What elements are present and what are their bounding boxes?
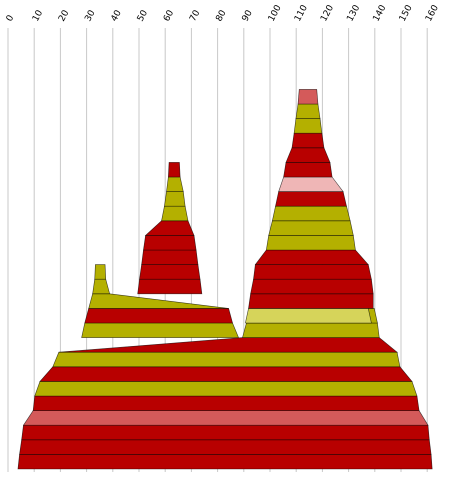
area-layer-red [19,439,432,455]
area-layer-red [283,162,333,178]
layers [17,89,433,470]
area-layer-red [285,147,331,163]
area-layer-light_olive [245,308,372,324]
area-layer-red [17,454,433,470]
area-layer-olive [92,278,111,295]
area-layer-red [39,366,413,382]
area-layer-olive [34,381,418,397]
area-layer-red [143,235,197,251]
area-layer-olive [161,205,189,222]
area-layer-red [248,293,374,309]
area-layer-olive [81,322,240,338]
area-layer-red [58,337,398,353]
area-layer-olive [52,351,401,368]
area-layer-red [250,278,374,295]
area-layer-pink [297,89,319,105]
area-layer-red [84,308,233,324]
area-layer-olive [271,205,351,222]
x-tick-label: 40 [110,8,124,23]
x-tick-label: 0 [5,13,17,23]
area-layer-red [254,249,369,265]
x-tick-label: 110 [293,3,310,23]
area-layer-olive [242,322,380,338]
x-tick-label: 10 [31,8,45,23]
x-tick-label: 100 [267,3,284,23]
area-layer-red [21,424,430,441]
x-tick-label: 60 [162,8,176,23]
area-layer-red [291,132,325,149]
x-axis-tick-labels: 0 10 20 30 40 50 60 70 80 90 100 110 120 130 140 150 160 [5,3,441,23]
x-tick-label: 150 [398,3,415,23]
area-layer-red [32,395,420,411]
area-layer-olive [88,293,229,309]
area-layer-olive [94,264,107,280]
area-layer-olive [265,235,356,251]
area-layer-red [137,278,203,295]
area-layer-olive [268,220,354,236]
area-layer-olive [166,176,184,192]
area-layer-pink [22,410,429,426]
area-layer-red [168,162,181,178]
area-layer-olive [295,103,321,119]
area-layer-red [253,264,372,280]
x-tick-label: 80 [214,8,228,23]
area-layer-red [144,220,195,236]
x-tick-label: 70 [188,8,202,23]
area-layer-red [141,249,199,265]
x-tick-label: 130 [345,3,362,23]
x-tick-label: 30 [83,8,97,23]
x-tick-label: 160 [424,3,441,23]
x-tick-label: 20 [57,8,71,23]
x-tick-label: 120 [319,3,336,23]
x-tick-label: 90 [241,8,255,23]
area-layer-olive [293,118,323,134]
area-layer-red [275,191,347,207]
x-tick-label: 140 [372,3,389,23]
area-layer-light_pink [278,176,344,192]
x-tick-label: 50 [136,8,150,23]
area-layer-red [139,264,201,280]
area-layer-olive [164,191,186,207]
